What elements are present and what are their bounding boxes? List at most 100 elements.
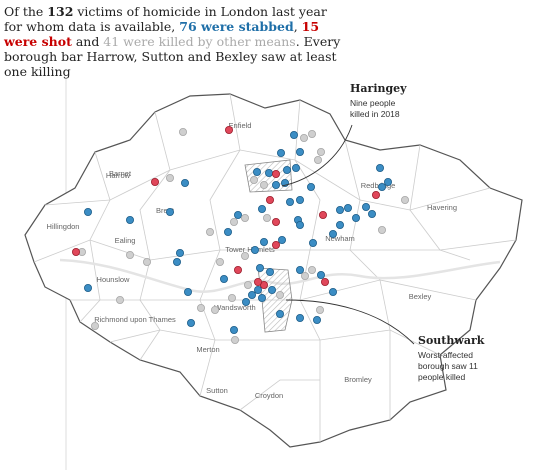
victim-dot	[328, 287, 337, 296]
haringey-leader	[281, 124, 353, 187]
victim-dot	[271, 240, 280, 249]
victim-dot	[257, 293, 266, 302]
victim-dot	[255, 263, 264, 272]
victim-dot	[367, 209, 376, 218]
victim-dot	[271, 180, 280, 189]
victim-dot	[285, 197, 294, 206]
victim-dot	[295, 313, 304, 322]
callout-title: Southwark	[418, 334, 485, 347]
victim-dot	[377, 182, 386, 191]
victim-dot	[275, 290, 284, 299]
borough-label: Redbridge	[361, 181, 396, 190]
victim-dot	[205, 227, 214, 236]
victim-dot	[295, 147, 304, 156]
victim-dot	[227, 293, 236, 302]
victim-dot	[72, 247, 81, 256]
victim-dot	[183, 287, 192, 296]
victim-dot	[307, 129, 316, 138]
intro-text: and	[71, 34, 104, 49]
victim-dot	[313, 155, 322, 164]
intro-total: 132	[47, 4, 74, 19]
victim-dot	[233, 210, 242, 219]
victim-dot	[276, 148, 285, 157]
victim-dot	[265, 267, 274, 276]
victim-dot	[343, 203, 352, 212]
victim-dot	[172, 257, 181, 266]
victim-dot	[186, 318, 195, 327]
victim-dot	[240, 213, 249, 222]
victim-dot	[126, 215, 135, 224]
intro: Of the 132 victims of homicide in London…	[4, 4, 344, 79]
victim-dot	[249, 175, 258, 184]
victim-dot	[219, 274, 228, 283]
borough-label: Enfield	[229, 121, 252, 130]
victim-dot	[165, 173, 174, 182]
victim-dot	[175, 248, 184, 257]
victim-dot	[361, 202, 370, 211]
victim-dot	[247, 290, 256, 299]
victim-dot	[351, 213, 360, 222]
borough-label: Hounslow	[97, 275, 131, 284]
borough-label: Brent	[156, 206, 175, 215]
victim-dot	[295, 220, 304, 229]
victim-dot	[250, 245, 259, 254]
victim-dot	[223, 227, 232, 236]
victim-dot	[289, 130, 298, 139]
victim-dot	[230, 335, 239, 344]
intro-text: ,	[293, 19, 302, 34]
victim-dot	[264, 168, 273, 177]
victim-dot	[295, 195, 304, 204]
victim-dot	[335, 220, 344, 229]
victim-dot	[371, 190, 380, 199]
victim-dot	[210, 305, 219, 314]
borough-label: Barnet	[109, 169, 132, 178]
victim-dot	[233, 265, 242, 274]
victim-dot	[165, 207, 174, 216]
borough-label: Wandsworth	[214, 303, 255, 312]
victim-dot	[252, 167, 261, 176]
victim-dot	[316, 147, 325, 156]
victim-dot	[377, 225, 386, 234]
borough-label: Bexley	[409, 292, 432, 301]
victim-dot	[300, 271, 309, 280]
victim-dot	[275, 309, 284, 318]
victim-dot	[259, 180, 268, 189]
victim-dot	[241, 297, 250, 306]
intro-stabbed: 76 were stabbed	[179, 19, 294, 34]
victim-dot	[320, 277, 329, 286]
victim-dot	[282, 165, 291, 174]
victim-dot	[215, 257, 224, 266]
victim-dot	[316, 270, 325, 279]
borough-label: Havering	[427, 203, 457, 212]
borough-label: Sutton	[206, 386, 228, 395]
victim-dot	[84, 207, 93, 216]
victim-dot	[196, 303, 205, 312]
victim-dot	[299, 133, 308, 142]
victim-dot	[271, 217, 280, 226]
victim-dot	[400, 195, 409, 204]
victim-dot	[91, 321, 100, 330]
victim-dot	[229, 325, 238, 334]
intro-text: . Every borough bar Harrow, Sutton and B…	[4, 34, 341, 79]
victim-dot	[307, 265, 316, 274]
borough-label: Bromley	[344, 375, 372, 384]
intro-shot: 15 were shot	[4, 19, 320, 49]
victim-dot	[315, 305, 324, 314]
victim-dot	[150, 177, 159, 186]
victim-dot	[328, 229, 337, 238]
victim-dot	[126, 250, 135, 259]
victim-dot	[229, 217, 238, 226]
victim-dot	[312, 315, 321, 324]
victim-dot	[277, 235, 286, 244]
victim-dot	[271, 169, 280, 178]
callout-text: Nine people killed in 2018	[350, 98, 400, 119]
victim-dot	[262, 213, 271, 222]
borough-label: Richmond upon Thames	[94, 315, 176, 324]
victim-dot	[335, 205, 344, 214]
victim-dot	[224, 126, 233, 135]
borough-label: Harrow	[106, 171, 131, 180]
southwark-leader	[285, 299, 415, 345]
victim-dot	[295, 265, 304, 274]
